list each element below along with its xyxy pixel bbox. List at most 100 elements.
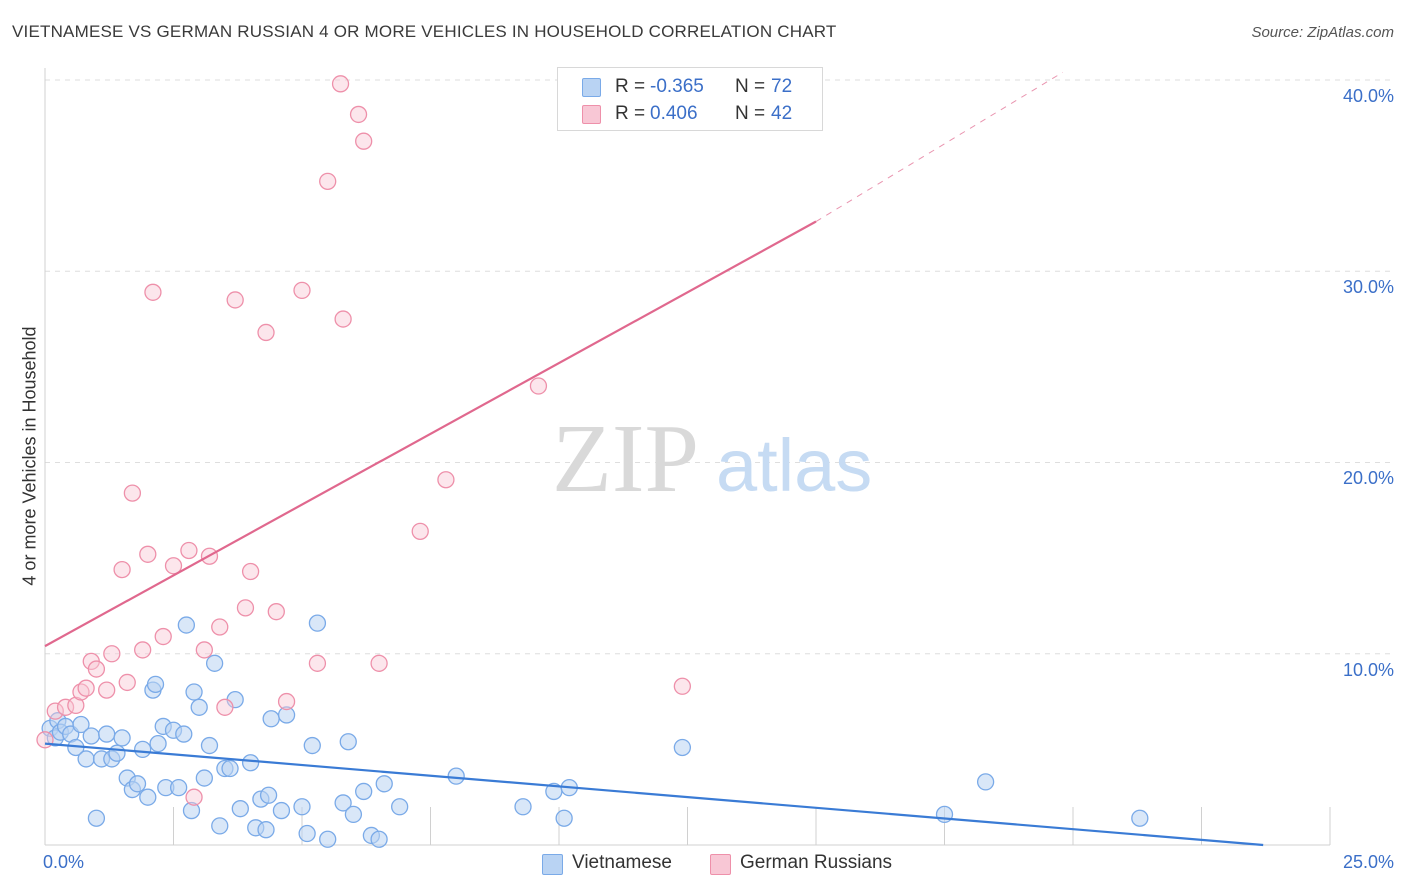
- gridlines: [44, 79, 1392, 845]
- data-point: [344, 805, 363, 824]
- data-point: [77, 679, 95, 697]
- data-point: [355, 132, 373, 150]
- trend-line: [44, 220, 817, 648]
- data-point: [277, 706, 296, 724]
- data-point: [370, 654, 388, 672]
- data-point: [231, 800, 249, 818]
- data-point: [673, 677, 692, 695]
- watermark: ZIP atlas: [552, 405, 872, 513]
- data-point: [87, 660, 106, 678]
- german-russians-swatch: [710, 854, 731, 875]
- data-point: [375, 775, 393, 793]
- data-point: [211, 618, 229, 636]
- r-value: -0.365: [650, 76, 704, 97]
- r-label: R =: [615, 103, 646, 124]
- data-point: [72, 715, 90, 734]
- data-point: [331, 75, 350, 93]
- data-point: [293, 281, 311, 300]
- data-point: [221, 759, 239, 778]
- watermark-zip: ZIP: [552, 405, 699, 513]
- y-tick-label: 10.0%: [1342, 660, 1394, 680]
- data-point: [118, 673, 136, 692]
- data-point: [134, 740, 152, 759]
- data-point: [46, 702, 64, 720]
- vietnamese-swatch: [582, 78, 601, 97]
- x-tick-label: 25.0%: [1342, 852, 1394, 872]
- data-point: [185, 683, 203, 701]
- data-point: [98, 725, 116, 743]
- data-point: [146, 675, 165, 693]
- vietnamese-points: [41, 614, 1149, 848]
- data-point: [257, 821, 275, 839]
- german-russians-swatch: [582, 105, 601, 124]
- data-point: [195, 769, 213, 787]
- data-point: [185, 788, 203, 806]
- data-point: [370, 830, 388, 848]
- data-point: [113, 560, 131, 579]
- data-point: [108, 744, 126, 762]
- legend-row-vietnamese: R = -0.365 N = 72: [558, 73, 822, 101]
- trend-lines: [44, 71, 1264, 847]
- data-point: [298, 824, 316, 843]
- n-label: N =: [735, 76, 766, 97]
- data-point: [262, 710, 280, 728]
- legend-label: German Russians: [740, 852, 893, 873]
- data-point: [319, 830, 337, 848]
- trend-line: [44, 742, 1264, 847]
- data-point: [211, 817, 229, 835]
- data-point: [77, 750, 95, 768]
- data-point: [36, 731, 54, 749]
- data-point: [349, 105, 368, 124]
- data-point: [200, 736, 219, 755]
- data-point: [241, 562, 260, 581]
- data-point: [164, 557, 183, 575]
- n-value: 42: [771, 103, 793, 124]
- data-point: [128, 775, 147, 793]
- data-point: [267, 603, 285, 621]
- y-tick-label: 20.0%: [1342, 468, 1394, 488]
- data-point: [180, 541, 198, 560]
- data-point: [226, 291, 244, 309]
- german-russians-points: [36, 75, 692, 806]
- data-point: [190, 698, 208, 716]
- y-tick-label: 40.0%: [1342, 86, 1394, 106]
- vietnamese-swatch: [542, 854, 563, 875]
- data-point: [236, 599, 255, 617]
- data-point: [1131, 809, 1149, 827]
- chart-title: VIETNAMESE VS GERMAN RUSSIAN 4 OR MORE V…: [12, 22, 837, 41]
- data-point: [334, 310, 352, 328]
- data-point: [175, 725, 193, 743]
- watermark-atlas: atlas: [716, 424, 872, 507]
- data-point: [319, 172, 337, 191]
- data-point: [216, 698, 234, 716]
- data-point: [514, 798, 532, 816]
- x-tick-label: 0.0%: [43, 852, 85, 872]
- data-point: [113, 729, 131, 747]
- data-point: [555, 809, 573, 827]
- data-point: [976, 773, 995, 791]
- data-point: [205, 654, 224, 672]
- data-point: [673, 738, 692, 757]
- legend-label: Vietnamese: [572, 852, 672, 873]
- data-point: [391, 798, 409, 816]
- data-point: [277, 692, 296, 711]
- r-value: 0.406: [650, 103, 698, 124]
- data-point: [139, 545, 157, 563]
- data-point: [308, 654, 327, 672]
- data-point: [177, 616, 196, 634]
- data-point: [339, 733, 357, 751]
- trend-extension: [815, 71, 1063, 222]
- data-point: [334, 794, 352, 812]
- data-point: [98, 681, 116, 699]
- y-axis-label: 4 or more Vehicles in Household: [19, 326, 40, 586]
- data-point: [257, 323, 275, 342]
- data-point: [182, 801, 201, 820]
- n-value: 72: [771, 76, 793, 97]
- data-point: [293, 798, 311, 816]
- data-point: [447, 767, 465, 785]
- data-point: [144, 283, 162, 301]
- data-point: [241, 754, 260, 772]
- data-point: [195, 641, 213, 659]
- data-point: [82, 727, 100, 745]
- legend-row-german-russians: R = 0.406 N = 42: [558, 100, 822, 128]
